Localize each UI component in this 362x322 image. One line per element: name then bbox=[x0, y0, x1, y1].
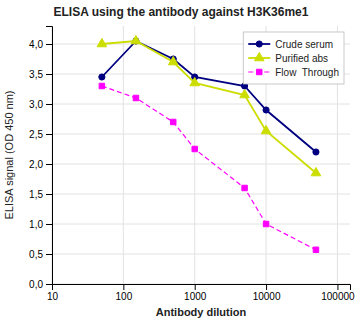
x-tick: 100000 bbox=[321, 284, 355, 302]
legend-swatch-marker bbox=[257, 69, 262, 74]
series bbox=[99, 83, 319, 252]
x-tick-label: 100 bbox=[116, 291, 133, 302]
series-point bbox=[240, 89, 250, 97]
y-tick-mark bbox=[46, 284, 52, 285]
y-tick-mark bbox=[46, 194, 52, 195]
x-tick: 100 bbox=[116, 284, 133, 302]
series-point bbox=[99, 83, 104, 88]
legend-swatch-marker bbox=[256, 41, 262, 47]
x-tick-mark bbox=[266, 284, 267, 290]
x-axis: 10 100 1000 10000 100000 bbox=[47, 284, 355, 302]
x-tick-mark bbox=[337, 284, 338, 290]
y-tick: 1,5 bbox=[29, 189, 52, 200]
title: ELISA using the antibody against H3K36me… bbox=[54, 5, 309, 19]
y-grid-line bbox=[52, 134, 350, 135]
x-tick: 10000 bbox=[253, 284, 281, 302]
y-axis-line bbox=[46, 27, 53, 285]
y-tick: 3,5 bbox=[29, 69, 52, 80]
grid bbox=[52, 26, 350, 284]
series-point bbox=[133, 95, 138, 100]
y-tick-label: 3,0 bbox=[29, 99, 43, 110]
legend-label: Flow Through bbox=[275, 67, 339, 78]
y-axis: 0,0 0,5 1,0 1,5 2,0 2,5 3,0 3,5 4,0 bbox=[29, 27, 52, 290]
y-tick: 1,0 bbox=[29, 219, 52, 230]
x-axis-line bbox=[53, 285, 351, 291]
y-tick: 2,0 bbox=[29, 159, 52, 170]
series-point bbox=[97, 38, 107, 46]
legend-entry: Purified abs bbox=[248, 52, 328, 63]
y-tick-label: 2,0 bbox=[29, 159, 43, 170]
series-point bbox=[261, 125, 271, 133]
series-point bbox=[263, 221, 268, 226]
legend-entry: Crude serum bbox=[248, 39, 333, 50]
series-point bbox=[313, 247, 318, 252]
y-tick: 4,0 bbox=[29, 39, 52, 50]
y-grid-line bbox=[52, 254, 350, 255]
y-tick: 3,0 bbox=[29, 99, 52, 110]
legend-label: Purified abs bbox=[275, 53, 328, 64]
y-tick-label: 0,5 bbox=[29, 249, 43, 260]
y-grid-line bbox=[52, 104, 350, 105]
series-point bbox=[313, 149, 319, 155]
y-tick-mark bbox=[46, 104, 52, 105]
y-tick: 0,5 bbox=[29, 249, 52, 260]
y-tick-mark bbox=[46, 254, 52, 255]
legend-swatch-marker bbox=[254, 52, 264, 60]
series-point bbox=[311, 167, 321, 175]
x-tick: 1000 bbox=[184, 284, 207, 302]
x-axis-label: Antibody dilution bbox=[156, 306, 247, 318]
x-tick-label: 100000 bbox=[321, 291, 355, 302]
legend-entry: Flow Through bbox=[248, 67, 339, 78]
legend: Crude serum Purified abs Flow Through bbox=[243, 32, 344, 84]
series-point bbox=[170, 119, 175, 124]
legend-label: Crude serum bbox=[275, 39, 333, 50]
y-tick-label: 0,0 bbox=[29, 279, 43, 290]
x-tick: 10 bbox=[47, 284, 59, 302]
series-line bbox=[102, 86, 316, 250]
x-tick-label: 1000 bbox=[184, 291, 207, 302]
y-tick-label: 1,5 bbox=[29, 189, 43, 200]
series-point bbox=[99, 74, 105, 80]
x-tick-label: 10 bbox=[47, 291, 59, 302]
y-tick-mark bbox=[46, 224, 52, 225]
x-tick-mark bbox=[195, 284, 196, 290]
y-axis-label: ELISA signal (OD 450 nm) bbox=[3, 90, 15, 219]
plot-area: 10 100 1000 10000 100000 0,0 0,5 1,0 1,5 2,0 2,5 3,… bbox=[29, 26, 355, 302]
y-grid-line bbox=[52, 224, 350, 225]
y-tick-label: 4,0 bbox=[29, 39, 43, 50]
series-point bbox=[263, 107, 269, 113]
x-tick-label: 10000 bbox=[253, 291, 281, 302]
y-tick-mark bbox=[46, 134, 52, 135]
series-point bbox=[131, 35, 141, 43]
y-tick-label: 3,5 bbox=[29, 69, 43, 80]
x-grid-line bbox=[123, 26, 124, 284]
chart-svg: ELISA using the antibody against H3K36me… bbox=[0, 0, 362, 322]
series-point bbox=[192, 146, 197, 151]
legend-frame bbox=[243, 32, 344, 84]
x-grid-line bbox=[194, 26, 195, 284]
y-grid-line bbox=[52, 194, 350, 195]
x-tick-mark bbox=[123, 284, 124, 290]
y-tick: 0,0 bbox=[29, 279, 52, 290]
y-tick-label: 1,0 bbox=[29, 219, 43, 230]
y-tick: 2,5 bbox=[29, 129, 52, 140]
y-tick-label: 2,5 bbox=[29, 129, 43, 140]
y-tick-mark bbox=[46, 44, 52, 45]
chart-container: ELISA using the antibody against H3K36me… bbox=[0, 0, 362, 322]
series-point bbox=[168, 56, 178, 64]
series-point bbox=[242, 185, 247, 190]
y-tick-mark bbox=[46, 74, 52, 75]
series-point bbox=[190, 77, 200, 85]
y-tick-mark bbox=[46, 164, 52, 165]
